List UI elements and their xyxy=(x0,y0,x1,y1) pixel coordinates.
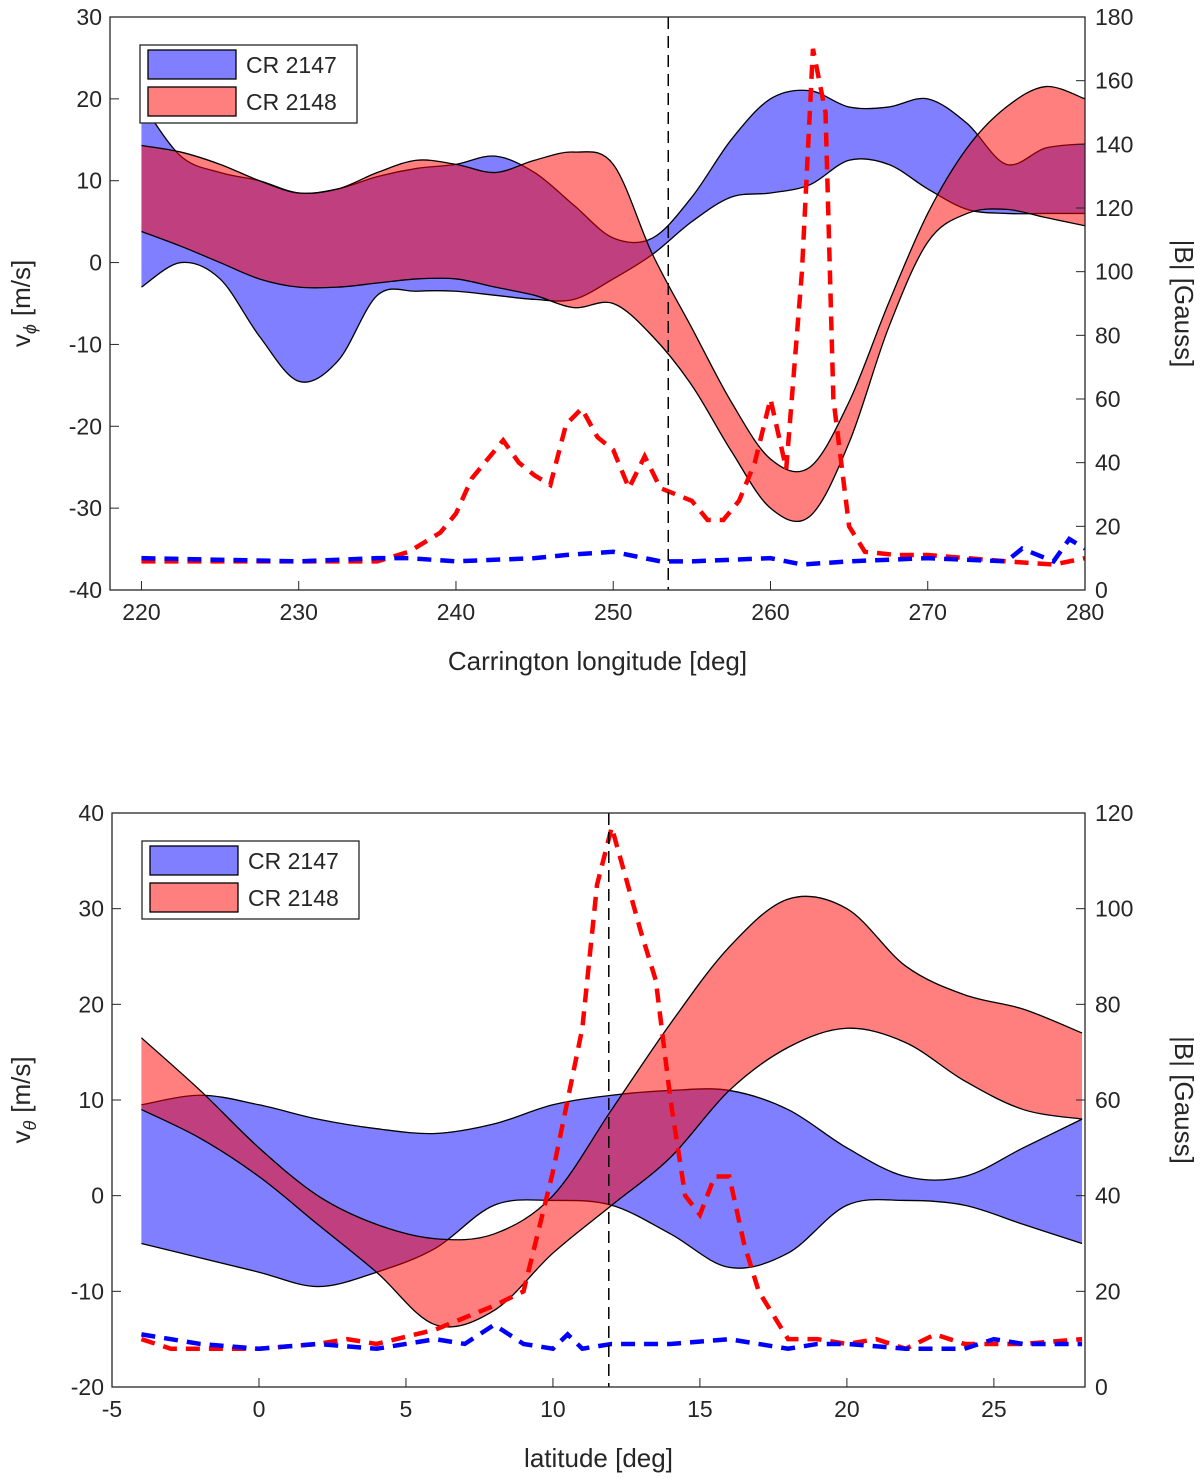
legend-label: CR 2148 xyxy=(248,885,339,911)
legend-swatch xyxy=(149,882,239,913)
y-tick-label: 30 xyxy=(78,896,104,922)
y-label-sub: ϕ xyxy=(20,324,40,334)
x-tick-label: 20 xyxy=(834,1396,860,1422)
y2-tick-label: 40 xyxy=(1095,1183,1121,1209)
x-tick-label: 5 xyxy=(400,1396,413,1422)
dashed-line xyxy=(140,818,1083,1352)
band-area xyxy=(141,896,1083,1327)
y-tick-label: -40 xyxy=(69,577,102,603)
y2-tick-label: 120 xyxy=(1095,195,1133,221)
legend-label: CR 2147 xyxy=(248,848,339,874)
y-tick-label: -20 xyxy=(71,1374,104,1400)
panel: -5 0 5 10 15 20 25 -20 -10 0 10 20 30 40 0 20 40 60 80 100 1… xyxy=(6,800,1199,1473)
x-tick-label: 15 xyxy=(687,1396,713,1422)
band-lower-edge xyxy=(141,208,1085,523)
dashed-line xyxy=(141,536,1085,567)
y-tick-label: 20 xyxy=(76,86,102,112)
x-tick-label: 240 xyxy=(437,599,475,625)
y-tick-label: 0 xyxy=(91,1183,104,1209)
y-tick-label: 30 xyxy=(76,4,102,30)
y-tick-label: 0 xyxy=(89,250,102,276)
plot-area xyxy=(140,17,1085,590)
x-axis-label: Carrington longitude [deg] xyxy=(448,646,747,676)
y2-tick-label: 100 xyxy=(1095,896,1133,922)
y-label-sub: θ xyxy=(20,1121,40,1131)
x-tick-label: 25 xyxy=(981,1396,1007,1422)
y2-tick-label: 100 xyxy=(1095,259,1133,285)
y-tick-label: -10 xyxy=(71,1278,104,1304)
y-tick-label: -30 xyxy=(69,495,102,521)
y2-tick-label: 120 xyxy=(1095,800,1133,826)
y2-tick-label: 20 xyxy=(1095,1278,1121,1304)
y2-tick-label: 80 xyxy=(1095,991,1121,1017)
band-upper-edge xyxy=(140,895,1083,1241)
band-area xyxy=(141,86,1085,522)
y-tick-label: 40 xyxy=(78,800,104,826)
y2-tick-label: 80 xyxy=(1095,322,1121,348)
y2-tick-label: 160 xyxy=(1095,68,1133,94)
axes-box xyxy=(109,16,1086,591)
y2-tick-label: 40 xyxy=(1095,450,1121,476)
legend-label: CR 2147 xyxy=(246,52,337,78)
y-tick-label: 20 xyxy=(78,991,104,1017)
y2-axis-label: |B| [Gauss] xyxy=(1169,1036,1199,1164)
dashed-line xyxy=(141,48,1085,567)
y-axis-label: vϕ [m/s] xyxy=(6,260,40,347)
y2-tick-label: 60 xyxy=(1095,1087,1121,1113)
y2-tick-label: 60 xyxy=(1095,386,1121,412)
band-upper-edge xyxy=(141,1088,1083,1181)
x-tick-label: -5 xyxy=(102,1396,122,1422)
y-label-unit: [m/s] xyxy=(6,1056,36,1112)
x-axis-label: latitude [deg] xyxy=(524,1443,673,1473)
x-tick-label: 230 xyxy=(280,599,318,625)
y2-tick-label: 20 xyxy=(1095,513,1121,539)
x-tick-label: 260 xyxy=(751,599,789,625)
band-upper-edge xyxy=(141,85,1085,473)
y-tick-label: -10 xyxy=(69,331,102,357)
y-tick-label: -20 xyxy=(69,413,102,439)
y-label-unit: [m/s] xyxy=(6,260,36,316)
y2-tick-label: 180 xyxy=(1095,4,1133,30)
y-axis-label: vθ [m/s] xyxy=(6,1056,40,1143)
band-lower-edge xyxy=(141,1027,1083,1328)
x-tick-label: 270 xyxy=(909,599,947,625)
plot-area xyxy=(140,813,1083,1387)
y-label-main: v xyxy=(6,334,36,347)
y-tick-label: 10 xyxy=(76,168,102,194)
y-label-main: v xyxy=(6,1131,36,1144)
x-tick-label: 220 xyxy=(122,599,160,625)
legend-swatch xyxy=(147,86,237,117)
x-tick-label: 280 xyxy=(1066,599,1104,625)
x-tick-label: 0 xyxy=(253,1396,266,1422)
y2-tick-label: 0 xyxy=(1095,577,1108,603)
y2-axis-label: |B| [Gauss] xyxy=(1169,240,1199,368)
legend-swatch xyxy=(147,49,237,80)
x-tick-label: 10 xyxy=(540,1396,566,1422)
panel: 220 230 240 250 260 270 280 -40 -30 -20 -10 0 10 20 30… xyxy=(6,4,1199,676)
legend-label: CR 2148 xyxy=(246,89,337,115)
y2-tick-label: 140 xyxy=(1095,131,1133,157)
y-tick-label: 10 xyxy=(78,1087,104,1113)
y2-tick-label: 0 xyxy=(1095,1374,1108,1400)
legend-swatch xyxy=(149,845,239,876)
x-tick-label: 250 xyxy=(594,599,632,625)
